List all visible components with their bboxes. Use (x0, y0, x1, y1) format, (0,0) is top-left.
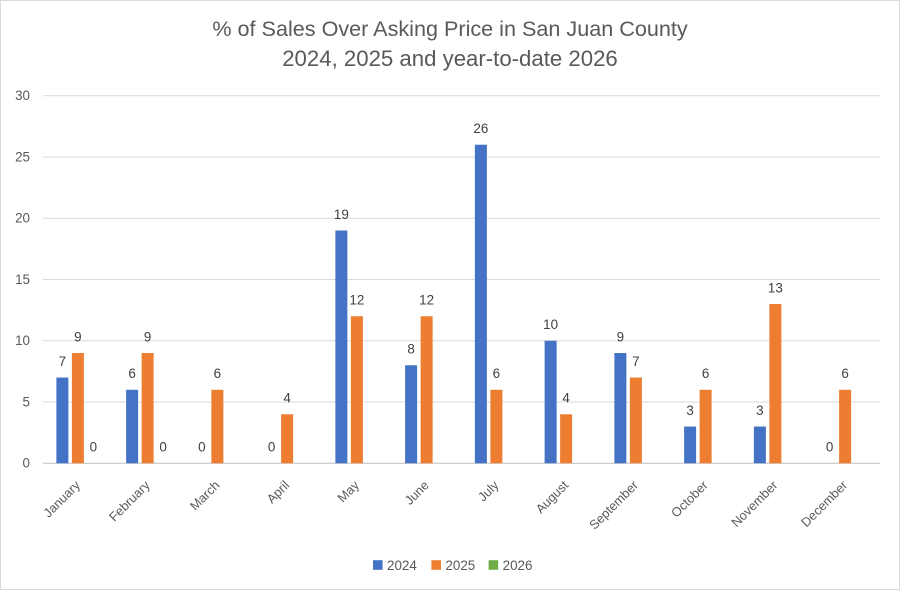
svg-text:0: 0 (268, 440, 275, 455)
svg-text:6: 6 (493, 366, 500, 381)
svg-text:6: 6 (702, 366, 709, 381)
svg-text:13: 13 (768, 280, 783, 295)
svg-text:2024, 2025 and year-to-date 20: 2024, 2025 and year-to-date 2026 (282, 46, 618, 71)
svg-text:30: 30 (15, 88, 30, 103)
svg-text:0: 0 (159, 440, 166, 455)
svg-text:2024: 2024 (387, 558, 417, 573)
svg-text:0: 0 (198, 440, 205, 455)
svg-text:0: 0 (90, 440, 97, 455)
svg-text:0: 0 (23, 456, 30, 471)
svg-text:2026: 2026 (503, 558, 533, 573)
svg-text:25: 25 (15, 149, 30, 164)
svg-text:9: 9 (144, 329, 151, 344)
svg-text:6: 6 (841, 366, 848, 381)
svg-text:3: 3 (686, 403, 693, 418)
svg-text:3: 3 (756, 403, 763, 418)
svg-text:4: 4 (562, 391, 570, 406)
svg-text:0: 0 (826, 440, 833, 455)
svg-text:19: 19 (334, 207, 349, 222)
svg-text:12: 12 (419, 293, 434, 308)
svg-text:5: 5 (23, 394, 30, 409)
svg-text:20: 20 (15, 211, 30, 226)
svg-text:7: 7 (59, 354, 66, 369)
svg-text:6: 6 (128, 366, 135, 381)
svg-text:12: 12 (349, 293, 364, 308)
svg-text:% of Sales Over Asking Price i: % of Sales Over Asking Price in San Juan… (212, 16, 688, 41)
svg-text:26: 26 (473, 121, 488, 136)
svg-text:8: 8 (407, 342, 414, 357)
svg-text:9: 9 (617, 329, 624, 344)
svg-text:7: 7 (632, 354, 639, 369)
svg-text:10: 10 (543, 317, 558, 332)
svg-text:9: 9 (74, 329, 81, 344)
svg-text:10: 10 (15, 333, 30, 348)
svg-text:6: 6 (214, 366, 221, 381)
svg-text:4: 4 (283, 391, 291, 406)
svg-text:2025: 2025 (445, 558, 475, 573)
svg-text:15: 15 (15, 272, 30, 287)
